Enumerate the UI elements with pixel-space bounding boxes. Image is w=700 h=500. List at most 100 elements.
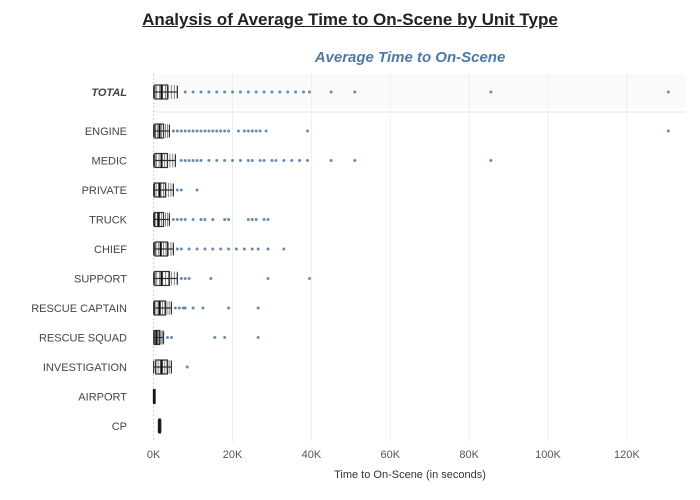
row-label: AIRPORT [78,392,127,404]
outlier-point [175,247,179,251]
outlier-point [207,90,211,94]
outlier-point [246,218,250,221]
outlier-point [489,159,493,162]
row-label: ENGINE [85,126,127,138]
x-tick-label: 20K [223,449,243,461]
outlier-point [219,247,223,251]
row-label: CHIEF [94,244,127,256]
chart-subtitle: Average Time to On-Scene [314,49,506,66]
outlier-point [246,159,250,162]
chart-title: Analysis of Average Time to On-Scene by … [142,10,558,29]
row-label: CP [112,421,127,433]
outlier-point [258,159,262,162]
outlier-point [223,218,227,221]
box-row: SUPPORT [74,270,311,287]
outlier-point [238,90,242,94]
box-row: CP [112,418,162,434]
outlier-point [183,159,187,162]
outlier-point [262,159,266,162]
outlier-point [254,90,258,94]
outlier-point [231,159,235,162]
x-tick-label: 80K [459,449,479,461]
outlier-point [183,218,187,221]
outlier-point [250,247,254,251]
outlier-point [179,188,183,192]
outlier-point [215,129,219,133]
outlier-point [227,306,231,310]
outlier-point [169,336,173,339]
outlier-point [294,90,298,94]
outlier-point [256,306,260,310]
outlier-point [179,277,183,280]
outlier-point [227,247,231,251]
outlier-point [278,90,282,94]
outlier-point [298,159,302,162]
outlier-point [250,218,254,221]
outlier-point [175,188,179,192]
outlier-point [179,218,183,221]
box-row: RESCUE CAPTAIN [31,300,260,316]
box-row: PRIVATE [82,182,199,198]
box-row: TRUCK [89,211,270,228]
gridlines [153,74,628,442]
outlier-point [191,129,195,133]
row-label: RESCUE CAPTAIN [31,303,127,315]
outlier-point [195,159,199,162]
outlier-point [489,90,493,94]
outlier-point [262,90,266,94]
outlier-point [254,218,258,221]
outlier-point [191,90,195,94]
outlier-point [215,159,219,162]
outlier-point [256,336,260,339]
outlier-point [234,247,238,251]
row-label: INVESTIGATION [43,362,127,374]
outlier-point [185,365,189,369]
row-label: TRUCK [89,215,128,227]
x-tick-label: 120K [614,449,640,461]
outlier-point [353,90,357,94]
outlier-point [183,90,187,94]
outlier-point [238,159,242,162]
row-label: MEDIC [92,156,128,168]
outlier-point [666,129,670,133]
box-row: ENGINE [85,123,670,139]
outlier-point [175,218,179,221]
outlier-point [191,159,195,162]
outlier-point [199,129,203,133]
outlier-point [250,129,254,133]
outlier-point [187,129,191,133]
outlier-point [211,129,215,133]
x-tick-label: 60K [380,449,400,461]
outlier-point [274,159,278,162]
x-tick-label: 0K [147,449,161,461]
units-panel-bg [154,116,685,442]
outlier-point [282,159,286,162]
outlier-point [171,129,175,133]
outlier-point [307,277,311,280]
outlier-point [219,129,223,133]
outlier-point [223,336,227,339]
box-row: CHIEF [94,241,286,257]
outlier-point [266,277,270,280]
outlier-point [215,90,219,94]
outlier-point [254,129,258,133]
box-row: RESCUE SQUAD [39,329,260,346]
outlier-point [191,306,195,310]
outlier-point [266,247,270,251]
row-label: PRIVATE [82,185,127,197]
outlier-point [203,129,207,133]
outlier-point [209,277,213,280]
x-axis-title: Time to On-Scene (in seconds) [334,469,486,481]
outlier-point [246,90,250,94]
outlier-point [175,129,179,133]
outlier-point [171,218,175,221]
outlier-point [242,247,246,251]
outlier-point [195,247,199,251]
outlier-point [179,129,183,133]
outlier-point [199,218,203,221]
outlier-point [223,159,227,162]
outlier-point [223,129,227,133]
outlier-point [177,306,181,310]
outlier-point [191,218,195,221]
